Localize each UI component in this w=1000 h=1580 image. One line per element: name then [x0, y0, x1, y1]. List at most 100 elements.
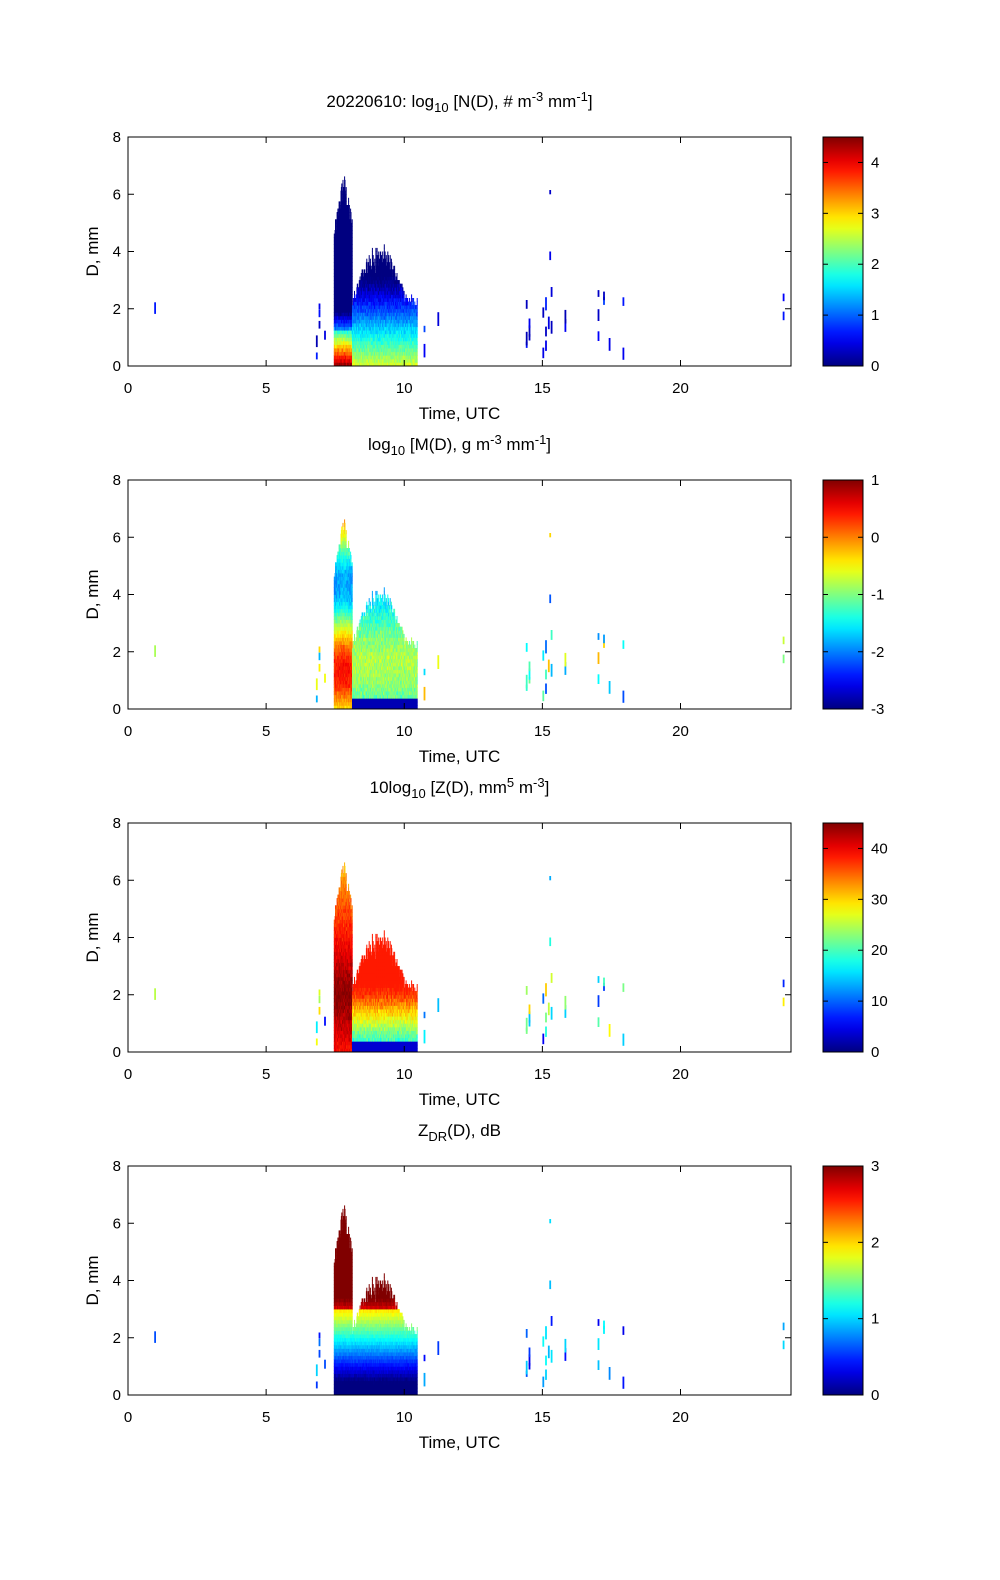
heatmap-cell [391, 262, 392, 266]
heatmap-cell [360, 277, 361, 281]
heatmap-cell [346, 191, 347, 195]
heatmap-cell [352, 219, 353, 223]
heatmap-cell [395, 273, 396, 277]
heatmap-cell [349, 216, 350, 220]
heatmap-cell [346, 201, 347, 205]
heatmap-cell [394, 269, 395, 273]
heatmap-cell [373, 255, 374, 259]
heatmap-cell [351, 216, 352, 220]
heatmap-cell [387, 252, 388, 256]
heatmap-cell [344, 176, 345, 180]
heatmap-cell [382, 255, 383, 259]
heatmap-cell [369, 259, 370, 263]
heatmap-cell [341, 184, 342, 188]
heatmap-cell [352, 262, 353, 266]
heatmap-cell [346, 194, 347, 198]
heatmap-cell [339, 201, 340, 205]
heatmap-cell [372, 252, 373, 256]
heatmap-cell [369, 255, 370, 259]
heatmap-cell [363, 273, 364, 277]
heatmap-cell [391, 266, 392, 270]
heatmap-cell [378, 252, 379, 256]
heatmap-cell [384, 248, 385, 252]
heatmap-cell [390, 255, 391, 259]
heatmap-cell [372, 248, 373, 252]
heatmap-cell [390, 259, 391, 263]
heatmap-cell [352, 284, 353, 288]
heatmap-cell [366, 259, 367, 263]
heatmap-cell [341, 187, 342, 191]
heatmap-cell [352, 223, 353, 227]
heatmap-cell [388, 259, 389, 263]
heatmap-cell [357, 284, 358, 288]
heatmap-cell [370, 262, 371, 266]
heatmap-cell [375, 252, 376, 256]
heatmap-cell [352, 259, 353, 263]
heatmap-cell [352, 291, 353, 295]
heatmap-cell [352, 298, 353, 302]
heatmap-cell [370, 259, 371, 263]
heatmap-cell [352, 237, 353, 241]
heatmap-cell [352, 234, 353, 238]
heatmap-cell [377, 252, 378, 256]
heatmap-cell [352, 280, 353, 284]
heatmap-cell [345, 187, 346, 191]
heatmap-cell [384, 244, 385, 248]
heatmap-cell [386, 255, 387, 259]
heatmap-cell [378, 255, 379, 259]
heatmap-cell [343, 180, 344, 184]
heatmap-cell [352, 252, 353, 256]
plot-area [128, 137, 791, 366]
heatmap-cell [382, 252, 383, 256]
heatmap-cell [346, 198, 347, 202]
heatmap-cell [343, 184, 344, 188]
heatmap-cell [349, 212, 350, 216]
heatmap-cell [345, 180, 346, 184]
heatmap-cell [373, 259, 374, 263]
heatmap-cell [390, 262, 391, 266]
heatmap-cell [391, 259, 392, 263]
heatmap-cell [352, 266, 353, 270]
heatmap-cell [348, 198, 349, 202]
heatmap-cell [390, 266, 391, 270]
heatmap-cell [350, 209, 351, 213]
heatmap-cell [386, 259, 387, 263]
heatmap-cell [388, 255, 389, 259]
heatmap-cell [362, 269, 363, 273]
heatmap-cell [367, 262, 368, 266]
heatmap-cell [385, 255, 386, 259]
heatmap-cell [352, 244, 353, 248]
heatmap-cell [352, 248, 353, 252]
heatmap-cell [377, 248, 378, 252]
heatmap-cell [386, 262, 387, 266]
heatmap-cell [346, 187, 347, 191]
heatmap-cell [349, 209, 350, 213]
heatmap-cell [374, 262, 375, 266]
heatmap-cell [352, 294, 353, 298]
heatmap-cell [367, 266, 368, 270]
heatmap-cell [374, 269, 375, 273]
heatmap-cell [352, 255, 353, 259]
heatmap-cell [354, 291, 355, 295]
heatmap-cell [381, 255, 382, 259]
heatmap-cell [352, 277, 353, 281]
heatmap-cell [369, 262, 370, 266]
heatmap-cell [352, 241, 353, 245]
heatmap-cell [395, 277, 396, 281]
heatmap-cell [351, 219, 352, 223]
heatmap-cell [385, 252, 386, 256]
heatmap-cell [348, 201, 349, 205]
heatmap-cell [374, 266, 375, 270]
heatmap-cell [364, 269, 365, 273]
heatmap-cell [367, 269, 368, 273]
heatmap-cell [352, 227, 353, 231]
heatmap-cell [381, 259, 382, 263]
heatmap-cell [345, 184, 346, 188]
heatmap-cell [380, 252, 381, 256]
heatmap-cell [352, 230, 353, 234]
heatmap-cell [352, 287, 353, 291]
heatmap-cell [374, 259, 375, 263]
heatmap-cell [352, 273, 353, 277]
